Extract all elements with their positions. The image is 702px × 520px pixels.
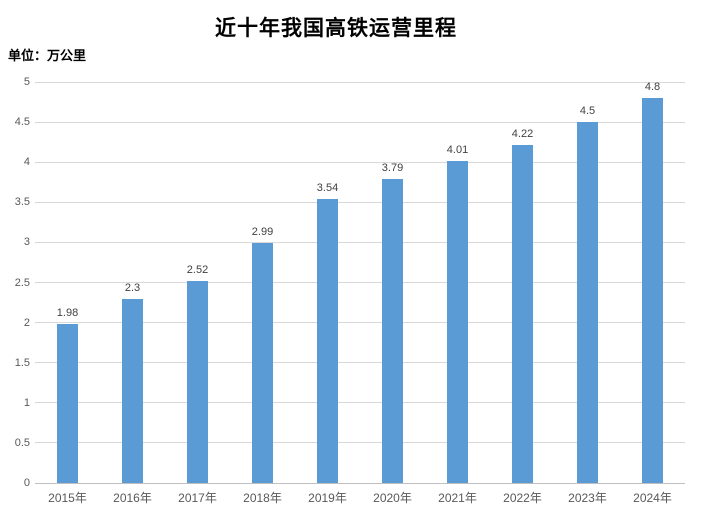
gridline bbox=[35, 81, 685, 83]
gridline bbox=[35, 121, 685, 123]
x-tick-label-2023年: 2023年 bbox=[568, 491, 607, 505]
data-label-2021年: 4.01 bbox=[446, 144, 469, 157]
x-tick-label-2021年: 2021年 bbox=[438, 491, 477, 505]
y-tick-label: 2 bbox=[23, 316, 30, 329]
data-label-2015年: 1.98 bbox=[56, 307, 79, 320]
y-tick-label: 1 bbox=[23, 396, 30, 409]
x-tick-label-2017年: 2017年 bbox=[178, 491, 217, 505]
gridline bbox=[35, 442, 685, 444]
gridline bbox=[35, 282, 685, 283]
x-tick-label-2015年: 2015年 bbox=[48, 491, 87, 505]
gridline bbox=[35, 402, 685, 404]
y-tick-label: 1.5 bbox=[14, 356, 30, 369]
y-tick-label: 0.5 bbox=[14, 436, 30, 449]
gridline bbox=[35, 201, 685, 203]
y-tick-label: 2.5 bbox=[14, 276, 30, 289]
y-tick-label: 3.5 bbox=[14, 196, 30, 209]
gridline bbox=[35, 362, 685, 364]
y-tick-label: 3 bbox=[23, 236, 30, 249]
bar-2019年 bbox=[317, 199, 338, 483]
bar-2024年 bbox=[642, 98, 663, 483]
data-label-2017年: 2.52 bbox=[186, 263, 209, 276]
data-label-2019年: 3.54 bbox=[316, 182, 339, 195]
x-tick-label-2020年: 2020年 bbox=[373, 491, 412, 505]
bar-2018年 bbox=[252, 243, 273, 483]
data-label-2022年: 4.22 bbox=[511, 127, 534, 140]
data-label-2016年: 2.3 bbox=[124, 281, 141, 294]
bar-2023年 bbox=[577, 122, 598, 483]
y-tick-label: 4 bbox=[23, 156, 30, 169]
plot-area: 1.98 2.3 2.52 2.99 3.54 3.79 4.01 4.22 4.5 4.8 bbox=[35, 81, 685, 484]
chart-title: 近十年我国高铁运营里程 bbox=[215, 16, 457, 40]
y-tick-label: 0 bbox=[23, 477, 30, 489]
x-tick-label-2019年: 2019年 bbox=[308, 491, 347, 505]
unit-label: 单位：万公里 bbox=[8, 48, 87, 63]
y-tick-label: 5 bbox=[23, 76, 30, 88]
x-tick-label-2018年: 2018年 bbox=[243, 491, 282, 505]
bar-2016年 bbox=[122, 298, 143, 483]
data-label-2020年: 3.79 bbox=[381, 162, 404, 175]
bar-2020年 bbox=[382, 179, 403, 483]
x-axis-line bbox=[35, 482, 685, 484]
bar-2015年 bbox=[57, 324, 78, 483]
x-tick-label-2016年: 2016年 bbox=[113, 491, 152, 505]
bar-2022年 bbox=[512, 144, 533, 483]
bar-2021年 bbox=[447, 161, 468, 483]
data-label-2024年: 4.8 bbox=[644, 81, 661, 94]
data-label-2023年: 4.5 bbox=[579, 105, 596, 118]
x-tick-label-2024年: 2024年 bbox=[633, 491, 672, 505]
gridline bbox=[35, 161, 685, 163]
y-tick-label: 4.5 bbox=[14, 116, 30, 129]
x-tick-label-2022年: 2022年 bbox=[503, 491, 542, 505]
gridline bbox=[35, 322, 685, 324]
gridline bbox=[35, 241, 685, 243]
bar-2017年 bbox=[187, 280, 208, 483]
data-label-2018年: 2.99 bbox=[251, 226, 274, 239]
